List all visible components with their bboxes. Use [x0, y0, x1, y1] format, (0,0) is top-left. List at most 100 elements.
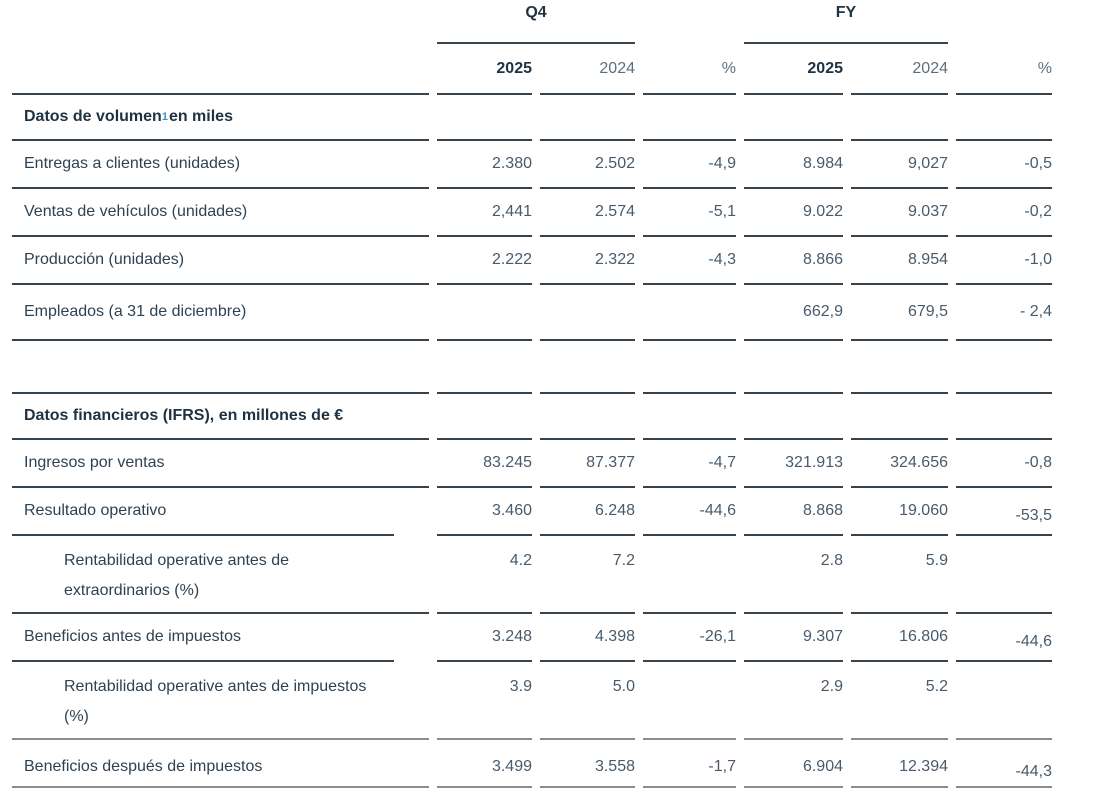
- cell-value: 7.2: [612, 552, 635, 569]
- empty-corner-cell: [12, 0, 429, 44]
- value-cell: -44,6: [643, 486, 736, 534]
- value-cell: 2.9: [744, 660, 843, 738]
- value-cell: 7.2: [540, 534, 635, 612]
- value-cell: 2.380: [437, 139, 532, 187]
- value-cell: [437, 93, 532, 139]
- section-header-row: Datos financieros (IFRS), en millones de…: [12, 392, 1052, 438]
- fy-group-label: FY: [835, 4, 857, 21]
- cell-value: 8.868: [802, 502, 843, 519]
- value-cell: [540, 786, 635, 798]
- value-cell: [956, 93, 1052, 139]
- row-label: Datos financieros (IFRS), en millones de…: [12, 392, 429, 438]
- value-cell: [956, 339, 1052, 392]
- divider-row: [12, 786, 1052, 798]
- value-cell: [643, 392, 736, 438]
- value-cell: [540, 339, 635, 392]
- cell-value: -4,3: [708, 251, 736, 268]
- table-row: Beneficios antes de impuestos 3.248 4.398 -…: [12, 612, 1052, 660]
- row-label: Rentabilidad operative antes de extraord…: [12, 534, 394, 612]
- year-header-row: 2025 2024 % 2025 2024 %: [12, 44, 1052, 93]
- value-cell: 2.574: [540, 187, 635, 235]
- cell-value: -0,8: [1024, 454, 1052, 471]
- cell-value: 2.322: [594, 251, 635, 268]
- financial-results-table: Q4 FY 2025 2024 % 2025 2024 % Datos de v…: [12, 0, 1052, 798]
- table-row: Beneficios después de impuestos 3.499 3.55…: [12, 738, 1052, 786]
- cell-value: 662,9: [802, 303, 843, 320]
- value-cell: [851, 392, 948, 438]
- empty-header-cell: [956, 0, 1052, 44]
- cell-value: 4.2: [509, 552, 532, 569]
- value-cell: 6.248: [540, 486, 635, 534]
- value-cell: [744, 339, 843, 392]
- value-cell: 2.502: [540, 139, 635, 187]
- cell-value: -1,0: [1024, 251, 1052, 268]
- cell-value: 5.2: [925, 678, 948, 695]
- value-cell: [851, 339, 948, 392]
- value-cell: [437, 339, 532, 392]
- value-cell: [851, 786, 948, 798]
- value-cell: 2,441: [437, 187, 532, 235]
- value-cell: [956, 392, 1052, 438]
- cell-value: 16.806: [899, 628, 948, 645]
- value-cell: [540, 283, 635, 339]
- value-cell: 324.656: [851, 438, 948, 486]
- header-q4-percent: %: [721, 59, 736, 77]
- header-fy-2025: 2025: [807, 59, 843, 77]
- row-label: [12, 339, 429, 392]
- value-cell: 5.0: [540, 660, 635, 738]
- value-cell: -4,9: [643, 139, 736, 187]
- value-cell: 6.904: [744, 738, 843, 793]
- value-cell: 4.2: [437, 534, 532, 612]
- value-cell: 2.8: [744, 534, 843, 612]
- value-cell: [643, 93, 736, 139]
- table-row: Ingresos por ventas 83.245 87.377 -4,7 321.9…: [12, 438, 1052, 486]
- value-cell: -4,3: [643, 235, 736, 283]
- column-group-header-row: Q4 FY: [12, 0, 1052, 44]
- cell-value: 2.502: [594, 155, 635, 172]
- value-cell: -0,5: [956, 139, 1052, 187]
- value-cell: 3.248: [437, 612, 532, 660]
- value-cell: [437, 283, 532, 339]
- row-label: [12, 786, 429, 798]
- value-cell: 679,5: [851, 283, 948, 339]
- value-cell: - 2,4: [956, 283, 1052, 339]
- value-cell: 87.377: [540, 438, 635, 486]
- header-fy-percent: %: [1037, 59, 1052, 77]
- value-cell: 9.307: [744, 612, 843, 660]
- cell-value: 4.398: [594, 628, 635, 645]
- value-cell: [540, 93, 635, 139]
- cell-value: 5.0: [612, 678, 635, 695]
- value-cell: 3.460: [437, 486, 532, 534]
- cell-value: 3.460: [491, 502, 532, 519]
- cell-value: 8.984: [802, 155, 843, 172]
- cell-value: 5.9: [925, 552, 948, 569]
- cell-value: 3.9: [509, 678, 532, 695]
- divider-row: [12, 339, 1052, 392]
- value-cell: 5.9: [851, 534, 948, 612]
- value-cell: -0,2: [956, 187, 1052, 235]
- cell-value: 9.022: [802, 203, 843, 220]
- header-fy-2024: 2024: [912, 59, 948, 77]
- cell-value: 2.222: [491, 251, 532, 268]
- value-cell: [643, 339, 736, 392]
- table-row: Entregas a clientes (unidades) 2.380 2.502…: [12, 139, 1052, 187]
- value-cell: -44,6: [956, 612, 1052, 660]
- cell-value: -0,5: [1024, 155, 1052, 172]
- value-cell: 5.2: [851, 660, 948, 738]
- cell-value: -44,6: [1015, 633, 1052, 650]
- empty-header-cell: [12, 44, 429, 93]
- value-cell: 19.060: [851, 486, 948, 534]
- cell-value: 3.558: [594, 757, 635, 775]
- cell-value: 83.245: [483, 454, 532, 471]
- value-cell: 12.394: [851, 738, 948, 793]
- table-row: Rentabilidad operative antes de extraord…: [12, 534, 1052, 612]
- value-cell: [437, 392, 532, 438]
- row-label: Datos de volumen 1 en miles: [12, 93, 429, 139]
- table-row: Producción (unidades) 2.222 2.322 -4,3 8.866…: [12, 235, 1052, 283]
- value-cell: [956, 534, 1052, 612]
- cell-value: -4,9: [708, 155, 736, 172]
- cell-value: 2,441: [491, 203, 532, 220]
- value-cell: [744, 786, 843, 798]
- value-cell: 9.037: [851, 187, 948, 235]
